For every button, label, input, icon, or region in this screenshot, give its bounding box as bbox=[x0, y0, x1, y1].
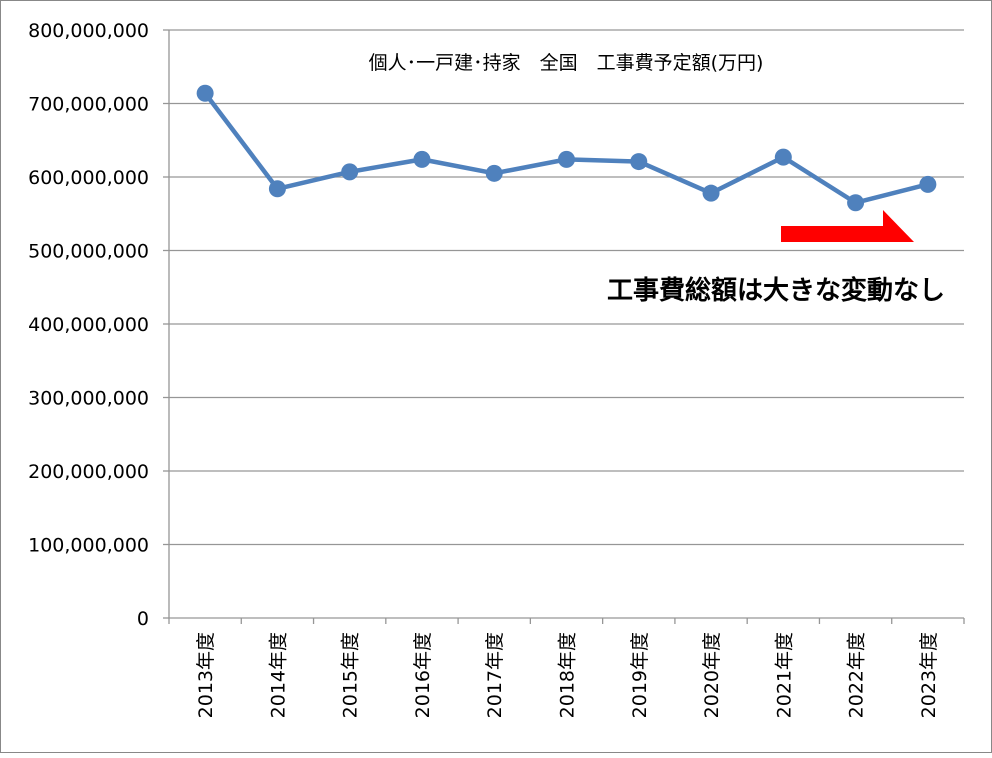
y-tick-label: 600,000,000 bbox=[28, 167, 149, 189]
x-tick-label: 2022年度 bbox=[846, 632, 868, 718]
data-point bbox=[341, 163, 359, 181]
y-tick-label: 200,000,000 bbox=[28, 461, 149, 483]
y-tick-label: 500,000,000 bbox=[28, 241, 149, 263]
x-tick-label: 2017年度 bbox=[484, 632, 506, 718]
data-point bbox=[919, 175, 937, 193]
data-point bbox=[774, 148, 792, 166]
y-tick-label: 800,000,000 bbox=[28, 20, 149, 42]
data-point bbox=[268, 180, 286, 198]
x-tick-label: 2021年度 bbox=[773, 632, 795, 718]
data-point bbox=[847, 194, 865, 212]
x-tick-label: 2019年度 bbox=[629, 632, 651, 718]
y-tick-label: 400,000,000 bbox=[28, 314, 149, 336]
data-point bbox=[196, 84, 214, 102]
data-point bbox=[413, 150, 431, 168]
data-point bbox=[630, 153, 648, 171]
x-tick-label: 2015年度 bbox=[340, 632, 362, 718]
x-tick-label: 2020年度 bbox=[701, 632, 723, 718]
x-tick-label: 2013年度 bbox=[195, 632, 217, 718]
trend-arrow bbox=[781, 210, 914, 242]
x-tick-label: 2023年度 bbox=[918, 632, 940, 718]
y-tick-label: 700,000,000 bbox=[28, 94, 149, 116]
x-tick-label: 2018年度 bbox=[557, 632, 579, 718]
data-point bbox=[558, 150, 575, 168]
y-tick-label: 300,000,000 bbox=[28, 388, 149, 410]
annotation-text: 工事費総額は大きな変動なし bbox=[607, 275, 945, 306]
y-tick-label: 100,000,000 bbox=[28, 535, 149, 557]
x-tick-label: 2016年度 bbox=[412, 632, 434, 718]
x-tick-label: 2014年度 bbox=[267, 632, 289, 718]
chart-title: 個人･一戸建･持家 全国 工事費予定額(万円) bbox=[369, 52, 764, 74]
data-point bbox=[485, 164, 503, 182]
series-line bbox=[203, 91, 929, 205]
y-tick-label: 0 bbox=[137, 608, 149, 630]
data-point bbox=[702, 184, 720, 202]
